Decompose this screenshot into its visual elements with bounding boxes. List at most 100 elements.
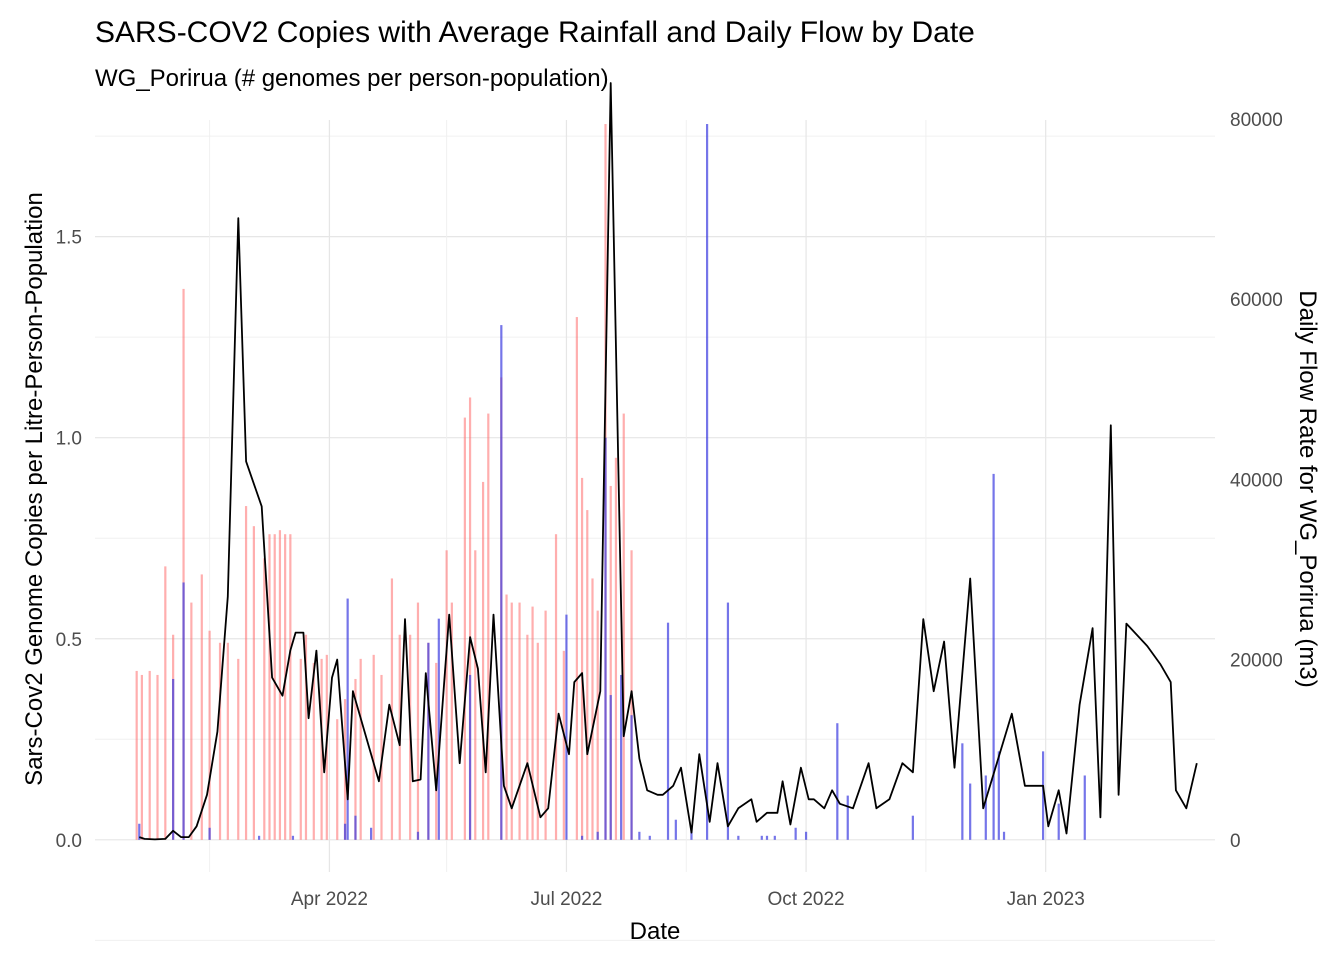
bar-series-1 <box>278 530 282 840</box>
bar-series-2 <box>1041 751 1045 840</box>
bar-series-1 <box>575 317 578 840</box>
bar-series-2 <box>992 473 995 840</box>
bar-series-1 <box>148 670 151 840</box>
bar-series-2 <box>737 835 740 840</box>
bar-series-2 <box>1057 803 1060 840</box>
bar-series-2 <box>1083 775 1086 840</box>
bar-series-2 <box>427 642 430 840</box>
bar-series-2 <box>138 823 141 840</box>
bar-series-1 <box>190 602 193 840</box>
bar-series-2 <box>690 827 693 840</box>
bar-series-2 <box>596 831 599 840</box>
y-tick-label: 0.5 <box>56 630 82 651</box>
tick-labels: Apr 2022 Jul 2022 Oct 2022 Jan 2023 0.0 0.5 1.… <box>56 110 1283 910</box>
bar-series-2 <box>705 124 709 840</box>
bar-series-2 <box>969 783 972 840</box>
bar-series-1 <box>208 630 211 840</box>
bar-series-2 <box>984 775 987 840</box>
bar-series-1 <box>544 610 547 840</box>
bar-series-2 <box>666 622 670 840</box>
bar-series-1 <box>450 602 453 840</box>
bar-series-2 <box>648 835 651 840</box>
bar-series-1 <box>226 642 229 840</box>
y2-tick-label: 40000 <box>1230 470 1283 491</box>
bar-series-1 <box>273 534 276 840</box>
bar-series-1 <box>372 654 375 840</box>
bar-series-2 <box>674 819 677 840</box>
bar-series-1 <box>252 526 255 840</box>
bar-series-2 <box>846 795 849 840</box>
bar-series-1 <box>354 678 357 840</box>
y-tick-label: 1.5 <box>56 228 82 249</box>
bar-series-2 <box>343 823 347 840</box>
bar-series-1 <box>609 485 612 840</box>
bar-series-2 <box>416 831 420 840</box>
bar-series-1 <box>518 602 521 840</box>
bar-series-2 <box>500 325 503 840</box>
bar-series-2 <box>369 827 373 840</box>
bar-series-2 <box>182 582 185 840</box>
bar-series-2 <box>580 835 584 840</box>
x-tick-label: Jan 2023 <box>1007 889 1085 910</box>
bar-series-2 <box>911 815 914 840</box>
chart-title: SARS-COV2 Copies with Average Rainfall a… <box>95 16 975 49</box>
bar-series-1 <box>416 602 420 840</box>
bar-series-2 <box>620 674 623 840</box>
bar-series-2 <box>794 827 797 840</box>
bar-series-2 <box>208 827 211 840</box>
y2-tick-label: 60000 <box>1230 290 1283 311</box>
bar-series-1 <box>562 650 565 840</box>
bar-series-1 <box>268 534 271 840</box>
bar-series-2 <box>726 602 730 840</box>
y2-axis-label: Daily Flow Rate for WG_Porirua (m3) <box>1294 290 1321 687</box>
bar-series-1 <box>531 606 534 840</box>
bar-series-1 <box>164 566 167 840</box>
x-axis-label: Date <box>630 918 681 945</box>
bar-series-2 <box>638 831 641 840</box>
bar-series-2 <box>609 695 612 840</box>
y-tick-label: 0.0 <box>56 831 82 852</box>
bar-series-1 <box>263 558 266 840</box>
bar-series-1 <box>312 662 315 840</box>
bar-series-1 <box>435 662 438 840</box>
bar-series-1 <box>336 719 339 840</box>
bar-series-1 <box>182 288 185 840</box>
bar-series-1 <box>200 574 203 840</box>
bar-series-1 <box>299 658 302 840</box>
bar-series-1 <box>536 642 539 840</box>
y2-tick-label: 80000 <box>1230 110 1283 131</box>
bar-series-2 <box>565 614 568 840</box>
bar-series-2 <box>604 437 607 840</box>
bar-series-2 <box>291 835 295 840</box>
bar-series-2 <box>354 815 357 840</box>
bar-series-1 <box>244 506 248 840</box>
bar-series-1 <box>359 658 362 840</box>
bar-series-1 <box>596 610 599 840</box>
bar-series-2 <box>437 618 440 840</box>
bar-series-1 <box>390 578 394 840</box>
bar-series-2 <box>346 598 349 840</box>
bar-series-2 <box>468 674 472 840</box>
y-axis-label: Sars-Cov2 Genome Copies per Litre-Person… <box>21 192 48 786</box>
bar-series-1 <box>474 550 477 840</box>
bar-series-1 <box>614 457 618 840</box>
bar-series-1 <box>591 578 594 840</box>
bar-series-2 <box>760 835 763 840</box>
bar-series-1 <box>445 550 448 840</box>
x-tick-label: Oct 2022 <box>768 889 845 910</box>
bar-series-2 <box>961 743 964 840</box>
y2-tick-label: 0 <box>1230 831 1241 852</box>
bar-series-2 <box>773 835 776 840</box>
bar-series-1 <box>237 658 240 840</box>
flow-line-path <box>139 82 1198 841</box>
bar-series-1 <box>586 510 589 840</box>
bar-series-1 <box>468 397 472 840</box>
bar-series-2 <box>1002 831 1006 840</box>
flow-line <box>139 82 1198 841</box>
x-tick-label: Apr 2022 <box>291 889 368 910</box>
y-tick-label: 1.0 <box>56 429 82 450</box>
bar-series-1 <box>320 658 323 840</box>
bar-series-1 <box>487 413 490 840</box>
bar-series-2 <box>804 831 808 840</box>
